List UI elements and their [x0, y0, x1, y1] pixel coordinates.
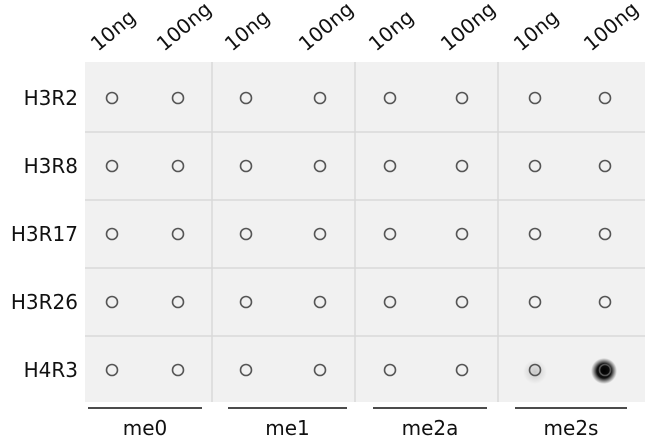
row-label: H3R2: [24, 86, 78, 110]
dot-ring: [455, 159, 469, 173]
dot-ring: [383, 91, 397, 105]
dot-ring: [171, 363, 185, 377]
dot-ring: [171, 91, 185, 105]
signal-dot: [523, 360, 547, 384]
dot-ring: [313, 227, 327, 241]
column-label: 10ng: [509, 5, 563, 56]
dot-ring: [171, 227, 185, 241]
dot-ring: [313, 363, 327, 377]
dot-ring: [383, 159, 397, 173]
column-label: 10ng: [86, 5, 140, 56]
dot-ring: [528, 295, 542, 309]
dot-ring: [313, 91, 327, 105]
column-label: 100ng: [294, 0, 358, 56]
membrane: [85, 62, 645, 402]
dot-ring: [598, 159, 612, 173]
dot-ring: [383, 363, 397, 377]
dot-ring: [171, 159, 185, 173]
column-label: 10ng: [220, 5, 274, 56]
group-label: me2a: [402, 416, 459, 440]
dot-ring: [528, 159, 542, 173]
dot-ring: [455, 91, 469, 105]
column-label: 100ng: [436, 0, 500, 56]
column-label: 100ng: [579, 0, 643, 56]
dot-ring: [313, 159, 327, 173]
column-label: 10ng: [364, 5, 418, 56]
row-label: H4R3: [24, 358, 78, 382]
dot-ring: [598, 363, 612, 377]
dot-ring: [455, 295, 469, 309]
row-label: H3R26: [11, 290, 78, 314]
dot-ring: [239, 227, 253, 241]
dot-ring: [598, 295, 612, 309]
group-label: me0: [123, 416, 168, 440]
row-label: H3R17: [11, 222, 78, 246]
membrane-grid: [85, 62, 645, 402]
dot-ring: [528, 363, 542, 377]
signal-dot: [591, 358, 617, 384]
dot-ring: [528, 91, 542, 105]
dot-ring: [239, 159, 253, 173]
dot-ring: [455, 363, 469, 377]
dot-ring: [239, 91, 253, 105]
dot-ring: [105, 91, 119, 105]
dot-ring: [455, 227, 469, 241]
dot-ring: [105, 227, 119, 241]
group-label: me2s: [544, 416, 599, 440]
dot-ring: [313, 295, 327, 309]
dot-ring: [528, 227, 542, 241]
dot-ring: [239, 363, 253, 377]
dot-ring: [598, 227, 612, 241]
dot-ring: [383, 295, 397, 309]
dot-ring: [105, 295, 119, 309]
dot-ring: [171, 295, 185, 309]
column-label: 100ng: [152, 0, 216, 56]
dot-array: [105, 91, 612, 377]
dot-ring: [383, 227, 397, 241]
group-label: me1: [265, 416, 310, 440]
dot-ring: [598, 91, 612, 105]
row-label: H3R8: [24, 154, 78, 178]
dot-ring: [105, 363, 119, 377]
dot-ring: [239, 295, 253, 309]
dot-ring: [105, 159, 119, 173]
